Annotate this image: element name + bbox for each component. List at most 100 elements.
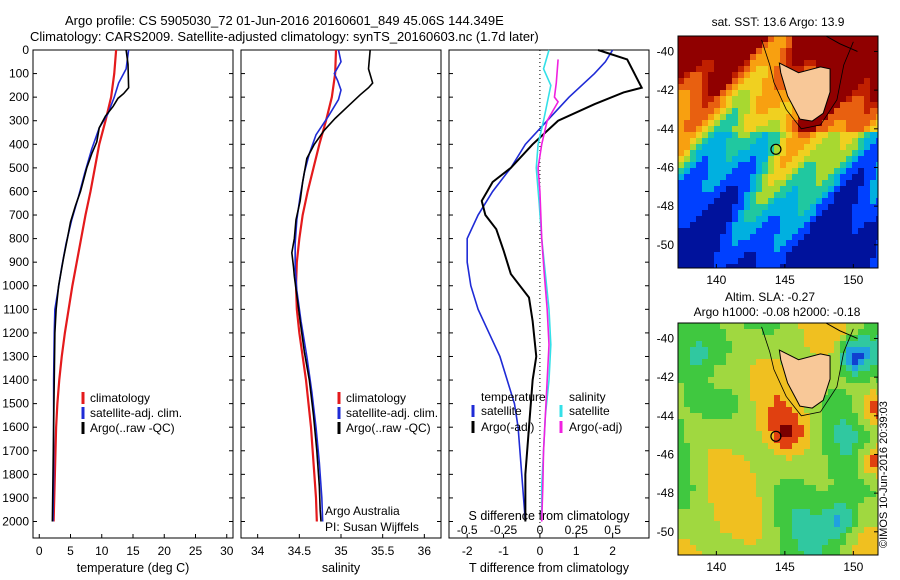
map-cell (804, 467, 810, 473)
map-cell (852, 395, 858, 401)
map-cell (768, 264, 774, 268)
map-cell (774, 48, 780, 54)
map-cell (762, 407, 768, 413)
map-cell (834, 401, 840, 407)
map-cell (702, 539, 708, 545)
map-cell (720, 198, 726, 204)
legend-entry: climatology (90, 391, 150, 405)
map-cell (696, 102, 702, 108)
map-cell (756, 479, 762, 485)
map-cell (864, 234, 870, 240)
map-cell (810, 509, 816, 515)
map-cell (696, 473, 702, 479)
map-cell (714, 485, 720, 491)
map-cell (714, 174, 720, 180)
map-cell (696, 96, 702, 102)
map-cell (804, 216, 810, 222)
map-cell (678, 347, 684, 353)
map-cell (738, 413, 744, 419)
map-cell (864, 168, 870, 174)
map-cell (744, 84, 750, 90)
map-cell (708, 455, 714, 461)
map-cell (750, 551, 756, 555)
map-cell (726, 132, 732, 138)
map-cell (810, 479, 816, 485)
map-cell (684, 36, 690, 42)
map-cell (834, 162, 840, 168)
map-cell (720, 234, 726, 240)
x-tick-label: 2 (609, 544, 616, 558)
map-cell (870, 42, 876, 48)
map-cell (780, 407, 786, 413)
map-cell (858, 425, 864, 431)
map-cell (810, 431, 816, 437)
map-cell (810, 192, 816, 198)
map-cell (834, 503, 840, 509)
s-tick-label: 0.5 (604, 523, 621, 537)
map-cell (870, 102, 876, 108)
map-cell (684, 66, 690, 72)
map-cell (750, 126, 756, 132)
map-cell (810, 240, 816, 246)
map-cell (756, 192, 762, 198)
map-cell (804, 60, 810, 66)
map-cell (852, 389, 858, 395)
map-cell (720, 78, 726, 84)
map-cell (780, 533, 786, 539)
map-cell (804, 551, 810, 555)
map-cell (714, 108, 720, 114)
map-cell (732, 228, 738, 234)
map-cell (786, 36, 792, 42)
map-cell (756, 353, 762, 359)
map-cell (858, 497, 864, 503)
map-cell (840, 491, 846, 497)
map-cell (798, 156, 804, 162)
map-cell (708, 240, 714, 246)
map-cell (684, 78, 690, 84)
map-cell (852, 371, 858, 377)
map-cell (858, 365, 864, 371)
map-cell (864, 108, 870, 114)
map-cell (750, 84, 756, 90)
map-cell (690, 413, 696, 419)
map-cell (756, 144, 762, 150)
map-cell (720, 150, 726, 156)
map-cell (834, 252, 840, 258)
map-cell (708, 102, 714, 108)
map-cell (684, 60, 690, 66)
map-cell (768, 162, 774, 168)
map-cell (726, 168, 732, 174)
map-cell (816, 162, 822, 168)
map-cell (846, 551, 852, 555)
map-cell (744, 264, 750, 268)
map-cell (690, 437, 696, 443)
map-cell (870, 437, 876, 443)
map-cell (744, 359, 750, 365)
map-cell (840, 503, 846, 509)
x-tick-label: 25 (189, 544, 203, 558)
map-cell (678, 258, 684, 264)
map-cell (828, 407, 834, 413)
map-cell (684, 228, 690, 234)
map-cell (780, 545, 786, 551)
map-cell (768, 72, 774, 78)
map-cell (708, 551, 714, 555)
map-cell (840, 437, 846, 443)
map-cell (750, 365, 756, 371)
map-cell (828, 90, 834, 96)
map-cell (876, 240, 878, 246)
map-cell (840, 132, 846, 138)
map-cell (744, 96, 750, 102)
map-cell (834, 473, 840, 479)
map-cell (678, 533, 684, 539)
map-cell (852, 42, 858, 48)
map-cell (690, 144, 696, 150)
map-cell (756, 120, 762, 126)
lat-tick-label: -48 (657, 199, 675, 213)
map-cell (792, 60, 798, 66)
map-cell (828, 210, 834, 216)
map-cell (714, 138, 720, 144)
map-cell (816, 120, 822, 126)
map-cell (858, 72, 864, 78)
map-cell (798, 425, 804, 431)
